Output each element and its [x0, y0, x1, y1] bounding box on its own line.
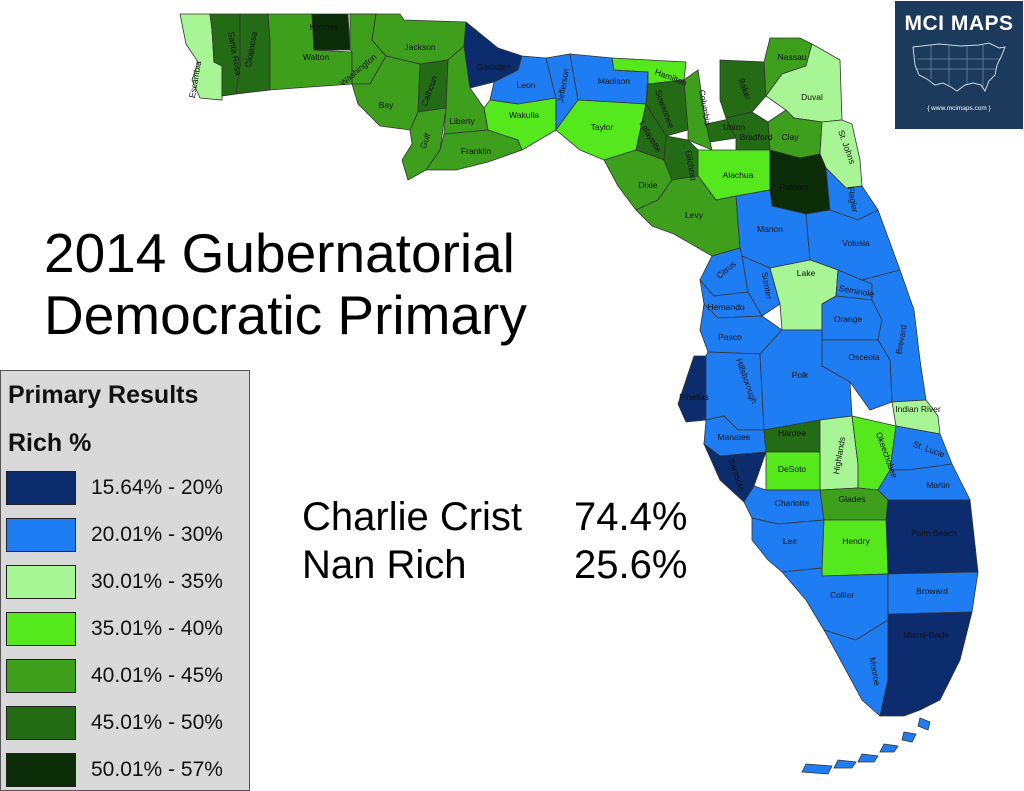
- legend-item: 50.01% - 57%: [6, 753, 246, 789]
- county-label-hernando: Hernando: [707, 302, 745, 312]
- legend-swatch: [6, 753, 76, 787]
- florida-keys-island: [901, 731, 917, 743]
- map-title: 2014 Gubernatorial Democratic Primary: [44, 222, 527, 346]
- county-label-lake: Lake: [797, 268, 816, 278]
- county-label-collier: Collier: [830, 590, 854, 600]
- legend-swatch: [6, 518, 76, 552]
- mci-maps-logo: MCI MAPS { www.mcimaps.com }: [895, 1, 1023, 129]
- county-label-broward: Broward: [916, 586, 948, 596]
- title-line-1: 2014 Gubernatorial: [44, 222, 515, 284]
- florida-keys-island: [801, 763, 833, 775]
- florida-keys: [801, 717, 931, 775]
- county-label-lee: Lee: [783, 536, 797, 546]
- county-suwannee: [645, 79, 689, 137]
- legend-item: 45.01% - 50%: [6, 706, 246, 742]
- title-line-2: Democratic Primary: [44, 284, 527, 346]
- legend-label: 15.64% - 20%: [91, 476, 223, 499]
- county-label-leon: Leon: [517, 80, 536, 90]
- legend-label: 30.01% - 35%: [91, 570, 223, 593]
- legend-swatch: [6, 471, 76, 505]
- county-label-jackson: Jackson: [404, 42, 435, 52]
- county-label-pinellas: Pinellas: [679, 392, 709, 402]
- county-collier: [781, 567, 889, 641]
- legend-item: 35.01% - 40%: [6, 612, 246, 648]
- candidate-pct: 74.4%: [574, 495, 688, 539]
- county-label-walton: Walton: [303, 52, 329, 62]
- legend-item: 15.64% - 20%: [6, 471, 246, 507]
- county-holmes: [311, 13, 351, 51]
- county-label-hendry: Hendry: [842, 536, 870, 546]
- county-label-wakulla: Wakulla: [509, 110, 539, 120]
- county-label-orange: Orange: [834, 314, 863, 324]
- county-label-union: Union: [723, 122, 745, 132]
- county-label-bradford: Bradford: [740, 132, 773, 142]
- legend-item: 40.01% - 45%: [6, 659, 246, 695]
- county-label-martin: Martin: [926, 480, 950, 490]
- county-label-polk: Polk: [792, 370, 809, 380]
- candidate-name: Nan Rich: [302, 543, 467, 587]
- county-label-gadsden: Gadsden: [477, 62, 512, 72]
- county-hendry: [821, 519, 889, 577]
- logo-url: { www.mcimaps.com }: [927, 105, 991, 112]
- county-label-clay: Clay: [781, 132, 799, 142]
- legend-swatch: [6, 659, 76, 693]
- county-label-flagler: Flagler: [846, 186, 860, 213]
- legend-label: 20.01% - 30%: [91, 523, 223, 546]
- county-label-franklin: Franklin: [461, 146, 492, 156]
- legend: Primary Results Rich % 15.64% - 20% 20.0…: [0, 370, 250, 791]
- county-label-pasco: Pasco: [718, 332, 742, 342]
- candidate-pct: 25.6%: [574, 543, 688, 587]
- usa-map-icon: [912, 42, 1006, 93]
- florida-keys-island: [879, 743, 899, 753]
- legend-swatch: [6, 565, 76, 599]
- county-label-charlotte: Charlotte: [775, 498, 810, 508]
- county-label-indian-river: Indian River: [895, 404, 941, 414]
- legend-swatch: [6, 612, 76, 646]
- county-label-nassau: Nassau: [778, 52, 807, 62]
- county-label-levy: Levy: [685, 210, 704, 220]
- county-label-marion: Marion: [757, 224, 783, 234]
- legend-swatch: [6, 706, 76, 740]
- county-label-osceola: Osceola: [848, 352, 879, 362]
- county-label-holmes: Holmes: [310, 22, 339, 32]
- county-label-manatee: Manatee: [717, 432, 750, 442]
- county-glades: [819, 487, 889, 521]
- county-label-bay: Bay: [379, 100, 394, 110]
- county-label-putnam: Putnam: [779, 182, 808, 192]
- county-label-glades: Glades: [839, 494, 866, 504]
- county-label-duval: Duval: [801, 92, 823, 102]
- county-label-alachua: Alachua: [723, 170, 754, 180]
- legend-label: 45.01% - 50%: [91, 711, 223, 734]
- county-label-sumter: Sumter: [760, 271, 775, 300]
- florida-keys-island: [857, 753, 879, 763]
- legend-item: 30.01% - 35%: [6, 565, 246, 601]
- county-label-volusia: Volusia: [842, 238, 870, 248]
- county-label-madison: Madison: [598, 76, 630, 86]
- legend-label: 35.01% - 40%: [91, 617, 223, 640]
- county-indian-river: [891, 399, 941, 435]
- legend-label: 50.01% - 57%: [91, 758, 223, 781]
- county-pinellas: [677, 355, 707, 423]
- county-label-palm-beach: Palm Beach: [911, 528, 957, 538]
- county-label-dixie: Dixie: [639, 180, 658, 190]
- florida-keys-island: [833, 759, 857, 769]
- candidate-name: Charlie Crist: [302, 495, 523, 539]
- legend-title: Primary Results: [8, 381, 199, 409]
- legend-label: 40.01% - 45%: [91, 664, 223, 687]
- county-label-miami-dade: Miami-Dade: [903, 630, 949, 640]
- logo-title: MCI MAPS: [904, 12, 1014, 35]
- florida-keys-island: [917, 717, 931, 731]
- county-miami-dade: [879, 611, 973, 717]
- legend-item: 20.01% - 30%: [6, 518, 246, 554]
- county-label-desoto: DeSoto: [778, 464, 807, 474]
- county-polygons: [179, 13, 979, 717]
- county-label-liberty: Liberty: [449, 116, 475, 126]
- county-label-hardee: Hardee: [778, 428, 806, 438]
- county-label-monroe: Monroe: [868, 656, 883, 686]
- legend-subtitle: Rich %: [8, 429, 92, 457]
- county-label-taylor: Taylor: [591, 122, 614, 132]
